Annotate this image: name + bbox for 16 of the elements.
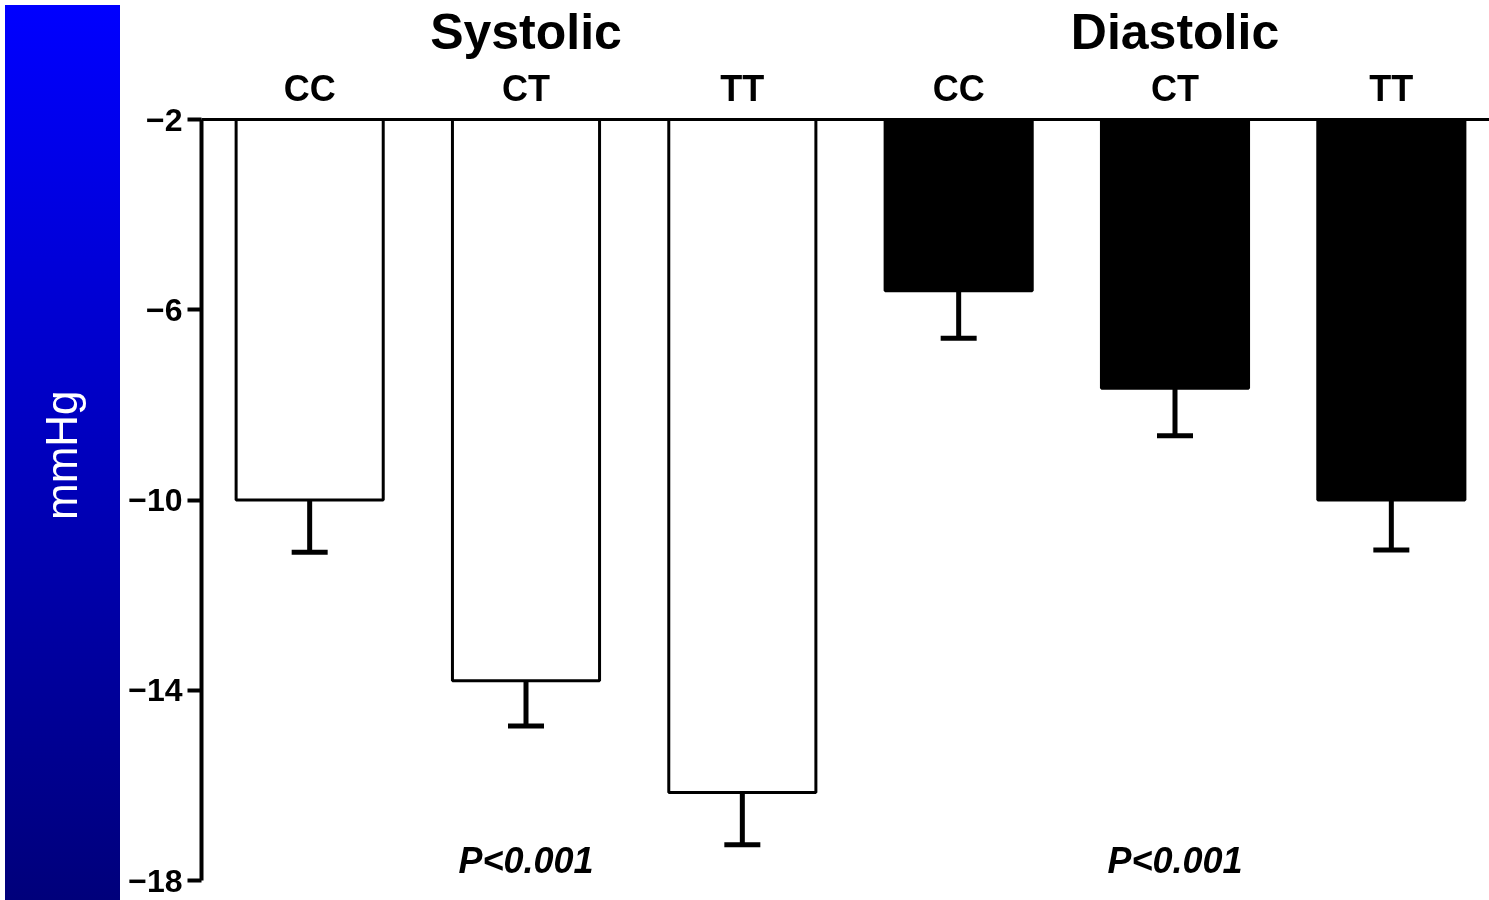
x-tick-label: CT	[502, 67, 551, 109]
y-tick-label: −14	[128, 672, 183, 709]
x-tick-label: TT	[720, 67, 765, 109]
x-tick-label: TT	[1369, 67, 1414, 109]
annotation: P<0.001	[1107, 839, 1243, 881]
y-tick-label: −18	[128, 862, 183, 899]
annotation: P<0.001	[458, 839, 594, 881]
x-tick-label: CC	[283, 67, 336, 109]
y-tick-label: −2	[146, 101, 183, 138]
x-tick-label: CT	[1151, 67, 1200, 109]
text: Systolic	[430, 3, 622, 60]
y-tick-label: −10	[128, 482, 183, 518]
y-tick-label: −6	[146, 291, 183, 328]
text: Diastolic	[1070, 3, 1280, 60]
y-axis-title: mmHg	[36, 390, 88, 520]
x-tick-label: CC	[932, 67, 985, 109]
